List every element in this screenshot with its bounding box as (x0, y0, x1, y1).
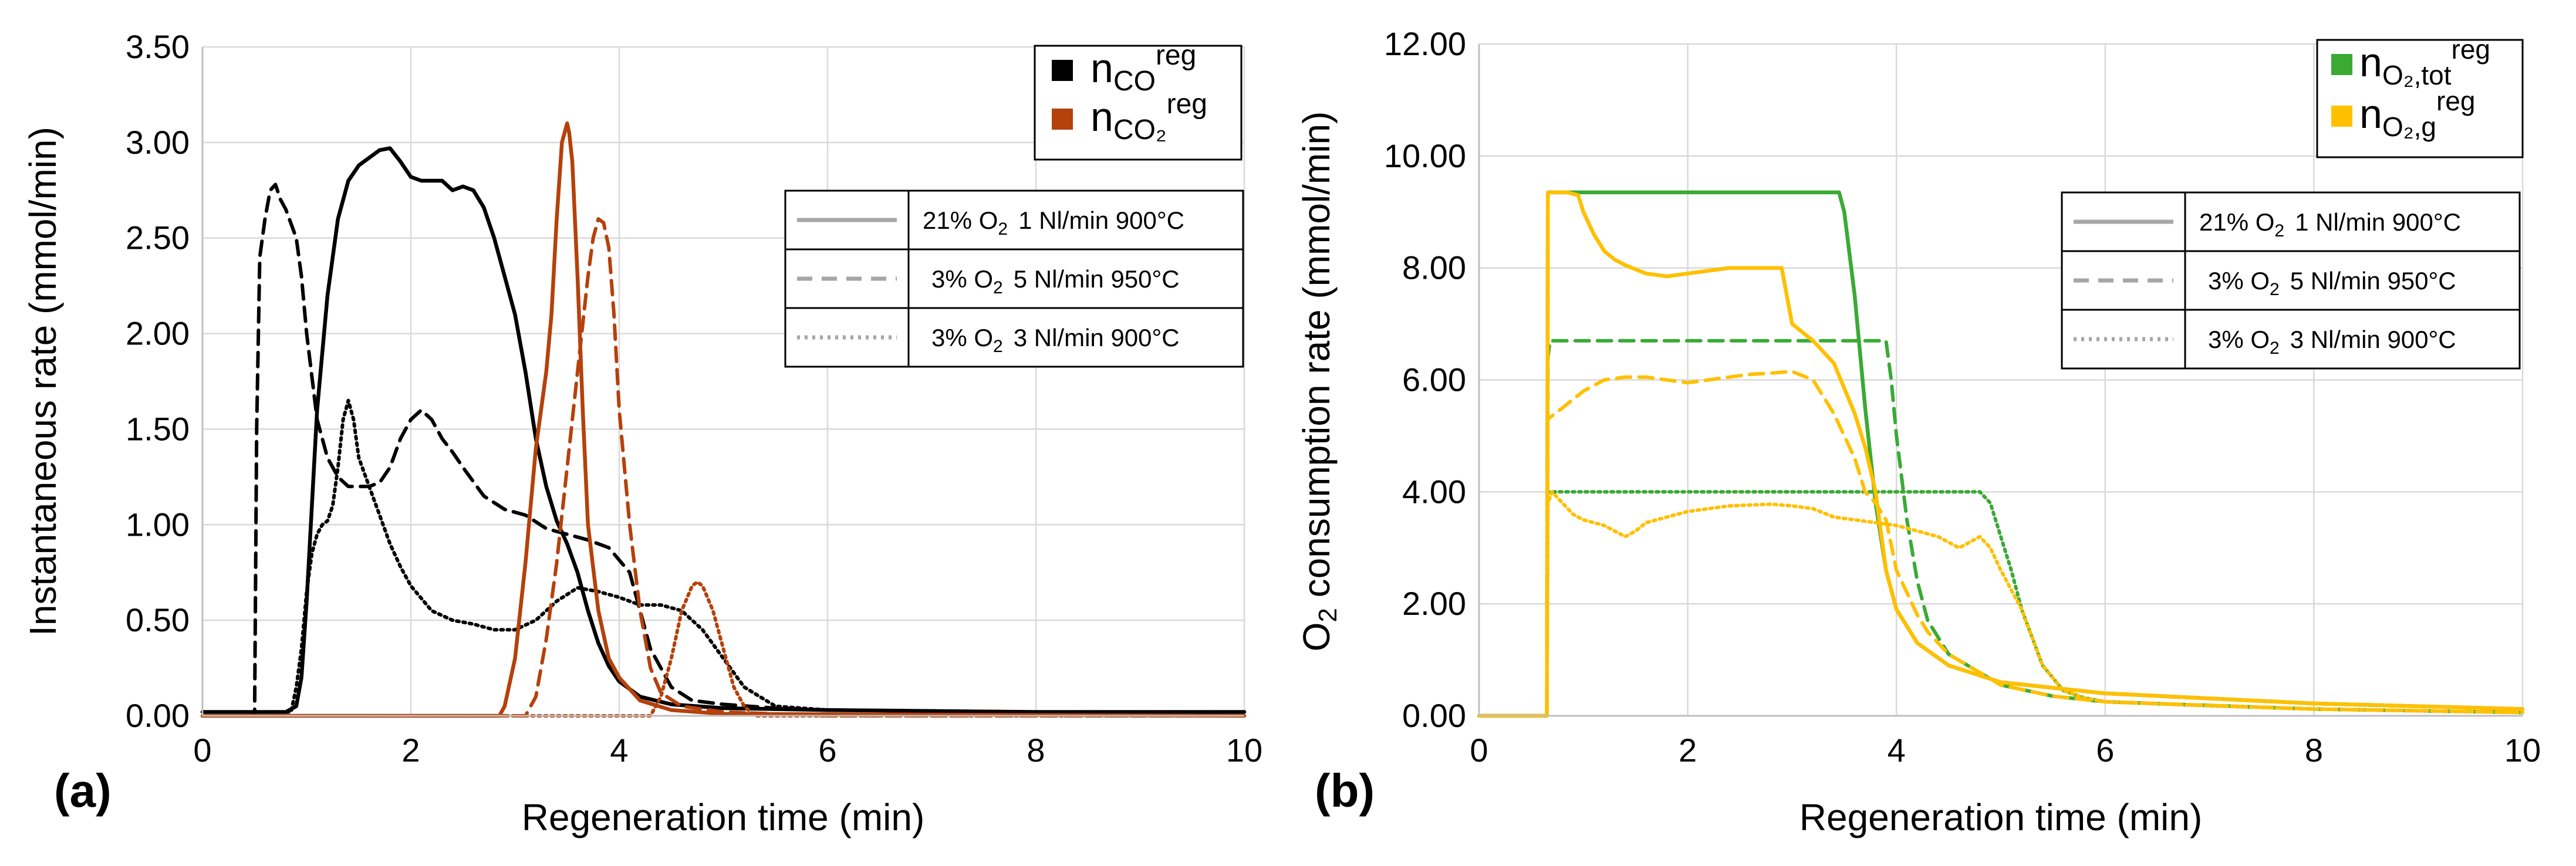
y-tick-label: 1.50 (126, 410, 190, 447)
series-line-co2-dashed (201, 217, 1246, 718)
x-tick-label: 0 (1470, 732, 1488, 769)
x-tick-label: 10 (2504, 732, 2541, 769)
legend-entry-co2: nCO₂reg (1091, 89, 1207, 146)
y-tick-label: 3.00 (126, 124, 190, 161)
panel-a-series (200, 121, 1247, 718)
series-line-o2-g-dotted (1477, 490, 2524, 718)
panel-a-series-legend: nCOreg nCO₂reg (1034, 40, 1243, 161)
panel-b-series (1477, 190, 2525, 718)
series-line-co2-solid (200, 121, 1247, 718)
y-tick-label: 3.50 (126, 28, 190, 65)
panel-a-y-axis-title: Instantaneous rate (mmol/min) (22, 127, 64, 636)
style-label-3pct-5nl: 3% O2 5 Nl/min 950°C (931, 265, 1180, 297)
panel-b-y-tick-labels: 0.00 2.00 4.00 6.00 8.00 10.00 12.00 (1384, 25, 1466, 734)
style-label-3pct-5nl: 3% O2 5 Nl/min 950°C (2208, 267, 2456, 299)
panel-a-x-axis-title: Regeneration time (min) (522, 796, 925, 838)
legend-swatch-o2-tot (2331, 54, 2352, 75)
x-tick-label: 4 (1888, 732, 1906, 769)
x-tick-label: 6 (818, 732, 836, 769)
legend-swatch-o2-g (2331, 106, 2352, 127)
style-label-3pct-3nl: 3% O2 3 Nl/min 900°C (2208, 326, 2456, 358)
legend-entry-o2-g: nO₂,greg (2359, 86, 2475, 142)
y-tick-label: 10.00 (1384, 137, 1466, 174)
series-line-co-dashed (201, 182, 1246, 718)
panel-a: 0.00 0.50 1.00 1.50 2.00 2.50 3.00 3.50 0 2 4 6 8 10… (22, 28, 1262, 838)
y-tick-label: 8.00 (1402, 249, 1466, 286)
legend-swatch-co (1052, 60, 1073, 81)
series-line-co2-dotted (201, 580, 1246, 718)
panel-b: 0.00 2.00 4.00 6.00 8.00 10.00 12.00 0 2 4 6 8 10 R… (1295, 25, 2541, 838)
series-line-o2-tot-dashed (1477, 339, 2524, 718)
y-tick-label: 2.00 (1402, 585, 1466, 622)
panel-b-style-legend: 21% O2 1 Nl/min 900°C 3% O2 5 Nl/min 950°C… (2061, 191, 2521, 370)
y-tick-label: 12.00 (1384, 25, 1466, 62)
y-tick-label: 4.00 (1402, 473, 1466, 510)
series-line-co-solid (200, 146, 1247, 714)
panel-b-y-axis-title: O2 consumption rate (mmol/min) (1295, 111, 1342, 652)
y-tick-label: 6.00 (1402, 361, 1466, 398)
x-tick-label: 8 (2305, 732, 2323, 769)
style-label-3pct-3nl: 3% O2 3 Nl/min 900°C (931, 324, 1180, 356)
legend-swatch-co2 (1052, 109, 1073, 130)
style-label-21pct: 21% O2 1 Nl/min 900°C (923, 207, 1184, 239)
y-tick-label: 0.50 (126, 601, 190, 638)
x-tick-label: 4 (610, 732, 628, 769)
x-tick-label: 2 (1679, 732, 1697, 769)
panel-b-x-tick-labels: 0 2 4 6 8 10 (1470, 732, 2541, 769)
x-tick-label: 2 (401, 732, 420, 769)
y-tick-label: 2.00 (126, 315, 190, 352)
panel-a-y-tick-labels: 0.00 0.50 1.00 1.50 2.00 2.50 3.00 3.50 (126, 28, 190, 734)
y-tick-label: 0.00 (1402, 697, 1466, 734)
y-tick-label: 2.50 (126, 219, 190, 256)
legend-entry-o2-tot: nO₂,totreg (2359, 34, 2490, 90)
x-tick-label: 6 (2096, 732, 2114, 769)
series-line-o2-g-solid (1477, 190, 2525, 718)
series-line-co-dotted (201, 398, 1246, 714)
panel-b-label: (b) (1315, 764, 1375, 817)
y-tick-label: 1.00 (126, 506, 190, 543)
series-line-o2-g-dashed (1477, 370, 2524, 718)
panel-a-style-legend: 21% O2 1 Nl/min 900°C 3% O2 5 Nl/min 950°C… (784, 190, 1244, 368)
y-tick-label: 0.00 (126, 697, 190, 734)
panel-b-x-axis-title: Regeneration time (min) (1800, 796, 2203, 838)
x-tick-label: 0 (193, 732, 211, 769)
panel-a-label: (a) (54, 764, 112, 817)
x-tick-label: 10 (1226, 732, 1262, 769)
panel-a-x-tick-labels: 0 2 4 6 8 10 (193, 732, 1262, 769)
x-tick-label: 8 (1027, 732, 1045, 769)
panel-b-series-legend: nO₂,totreg nO₂,greg (2316, 34, 2524, 158)
style-label-21pct: 21% O2 1 Nl/min 900°C (2199, 208, 2461, 241)
legend-entry-co: nCOreg (1091, 40, 1196, 97)
